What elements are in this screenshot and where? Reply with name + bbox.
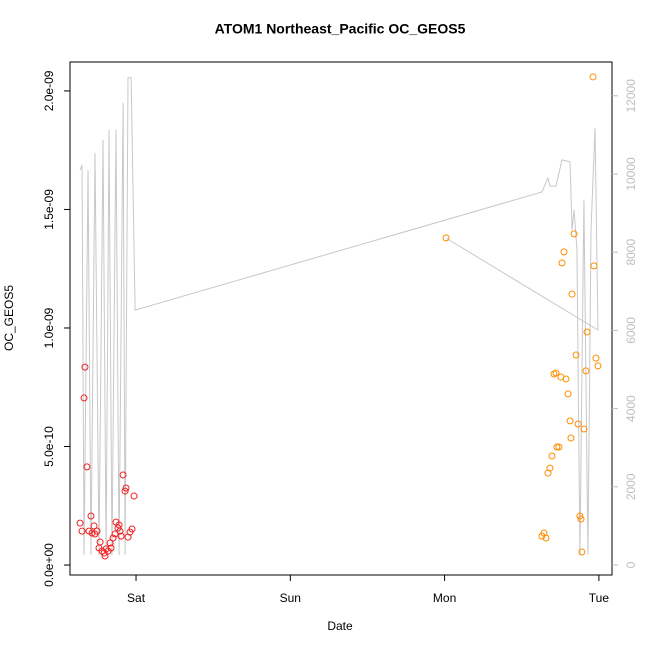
- data-point: [116, 527, 124, 535]
- data-point: [594, 362, 602, 370]
- data-point: [80, 394, 88, 402]
- chart-title: ATOM1 Northeast_Pacific OC_GEOS5: [215, 21, 466, 37]
- data-point: [93, 527, 101, 535]
- data-point: [107, 544, 115, 552]
- y-tick-label: 2.0e-09: [42, 70, 56, 111]
- data-point: [564, 390, 572, 398]
- data-point: [589, 73, 597, 81]
- data-point: [128, 525, 136, 533]
- y2-tick-label: 6000: [624, 317, 638, 344]
- y2-tick-label: 0: [624, 561, 638, 568]
- data-point: [560, 248, 568, 256]
- data-point: [553, 443, 561, 451]
- data-point: [583, 328, 591, 336]
- data-point: [83, 463, 91, 471]
- data-point: [552, 369, 560, 377]
- data-point: [78, 527, 86, 535]
- x-tick-label: Tue: [589, 591, 610, 605]
- y-tick-label: 5.0e-10: [42, 426, 56, 467]
- y-axis-label: OC_GEOS5: [2, 285, 16, 351]
- data-point: [101, 552, 109, 560]
- x-tick-label: Sat: [127, 591, 146, 605]
- y-tick-label: 0.0e+00: [42, 543, 56, 587]
- data-point: [87, 512, 95, 520]
- data-point: [100, 549, 108, 557]
- y2-tick-label: 4000: [624, 395, 638, 422]
- data-point: [442, 234, 450, 242]
- data-point: [76, 519, 84, 527]
- y-tick-label: 1.0e-09: [42, 307, 56, 348]
- data-point: [555, 443, 563, 451]
- data-point: [106, 539, 114, 547]
- data-point: [90, 522, 98, 530]
- data-point: [542, 534, 550, 542]
- data-point: [574, 420, 582, 428]
- data-point: [562, 375, 570, 383]
- x-axis-label: Date: [327, 619, 353, 633]
- data-point: [121, 487, 129, 495]
- y2-tick-label: 8000: [624, 239, 638, 266]
- data-point: [592, 354, 600, 362]
- data-point: [558, 259, 566, 267]
- data-point: [578, 548, 586, 556]
- data-point: [572, 351, 580, 359]
- data-point: [548, 452, 556, 460]
- data-point: [130, 492, 138, 500]
- data-point: [109, 534, 117, 542]
- data-point: [566, 417, 574, 425]
- data-point: [567, 434, 575, 442]
- data-point: [96, 538, 104, 546]
- y2-tick-label: 12000: [624, 79, 638, 113]
- data-point: [580, 425, 588, 433]
- data-point: [81, 363, 89, 371]
- plot-frame: [69, 61, 613, 576]
- altitude-line: [79, 77, 599, 555]
- data-point: [568, 290, 576, 298]
- data-point: [576, 512, 584, 520]
- data-point: [117, 532, 125, 540]
- data-point: [119, 471, 127, 479]
- data-point: [102, 545, 110, 553]
- data-point: [546, 464, 554, 472]
- data-point: [590, 262, 598, 270]
- y2-tick-label: 2000: [624, 473, 638, 500]
- data-point: [577, 515, 585, 523]
- data-point: [582, 367, 590, 375]
- x-tick-label: Mon: [433, 591, 456, 605]
- data-point: [570, 230, 578, 238]
- x-tick-label: Sun: [280, 591, 301, 605]
- data-point: [122, 484, 130, 492]
- y-tick-label: 1.5e-09: [42, 189, 56, 230]
- y2-tick-label: 10000: [624, 157, 638, 191]
